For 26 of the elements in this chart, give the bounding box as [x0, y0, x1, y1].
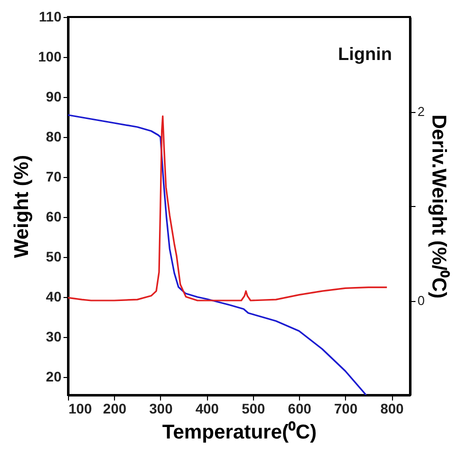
line-series — [68, 114, 367, 395]
y-tick-label: 70 — [46, 168, 62, 184]
y-tick-label: 100 — [38, 48, 62, 64]
y-tick-label: 60 — [46, 208, 62, 224]
y-axis-title: Weight (%) — [11, 155, 34, 258]
x-tick-label: 800 — [380, 400, 404, 416]
y2-axis-title: Deriv.Weight (%/⁰C) — [428, 114, 451, 299]
y-tick-label: 40 — [46, 288, 62, 304]
annotation: Lignin — [338, 44, 392, 64]
x-tick-label: 500 — [242, 400, 266, 416]
x-axis-title: Temperature(⁰C) — [162, 420, 317, 444]
y-tick-label: 50 — [46, 248, 62, 264]
x-tick-label: 200 — [103, 400, 127, 416]
y-tick-label: 80 — [46, 128, 62, 144]
y-tick-label: 30 — [46, 328, 62, 344]
x-tick-label: 700 — [334, 400, 358, 416]
x-tick-label: 600 — [288, 400, 312, 416]
y2-tick-label: 2 — [418, 104, 425, 119]
y2-tick-label: 0 — [418, 293, 425, 308]
x-tick-label: 400 — [195, 400, 220, 416]
y-tick-label: 110 — [38, 8, 62, 24]
line-series — [68, 115, 388, 302]
x-tick-label: 300 — [149, 400, 173, 416]
x-tick-label: 100 — [68, 400, 92, 416]
y-tick-label: 20 — [46, 368, 62, 384]
y-tick-label: 90 — [46, 88, 62, 104]
